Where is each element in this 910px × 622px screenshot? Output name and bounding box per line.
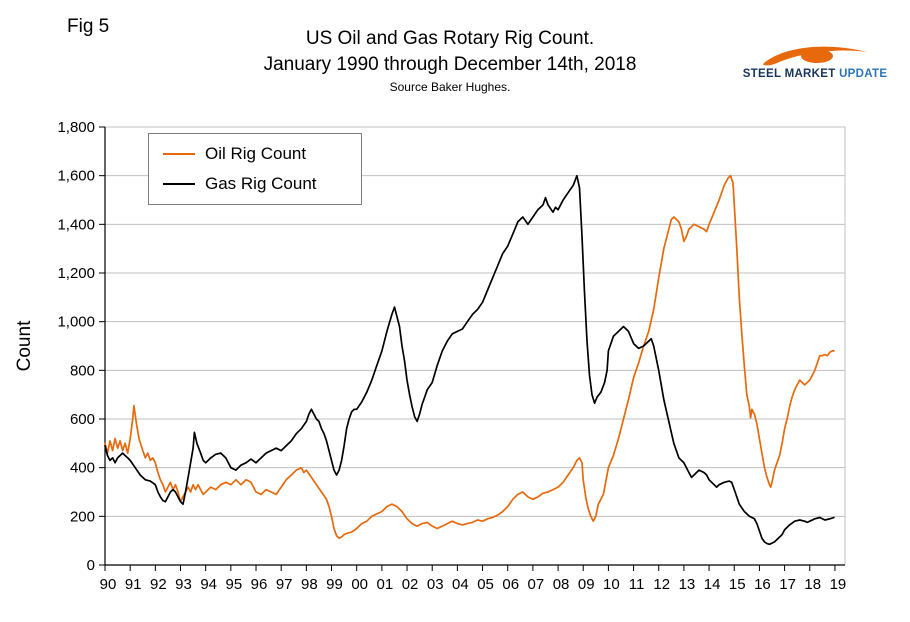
x-tick-label: 17 [779, 576, 796, 593]
x-tick-label: 93 [175, 576, 192, 593]
logo-swoosh-icon [763, 46, 867, 66]
x-tick-label: 16 [754, 576, 771, 593]
logo-text: STEEL MARKET UPDATE [740, 68, 890, 80]
x-tick-label: 94 [200, 576, 217, 593]
x-tick-label: 05 [477, 576, 494, 593]
x-tick-label: 03 [427, 576, 444, 593]
x-tick-label: 02 [402, 576, 419, 593]
x-tick-label: 14 [704, 576, 721, 593]
x-tick-label: 04 [452, 576, 469, 593]
x-tick-label: 01 [377, 576, 394, 593]
logo-word-steel: STEEL [742, 68, 782, 80]
y-tick-label: 1,800 [57, 119, 95, 136]
chart-title: US Oil and Gas Rotary Rig Count. [305, 28, 595, 49]
oil-rig-count-line [104, 174, 835, 540]
x-tick-label: 99 [326, 576, 343, 593]
y-tick-label: 800 [70, 362, 95, 379]
x-tick-label: 00 [351, 576, 368, 593]
y-tick-label: 0 [87, 557, 95, 574]
fig-label: Fig 5 [67, 16, 110, 37]
logo-word-market: MARKET [784, 68, 836, 80]
x-tick-label: 13 [679, 576, 696, 593]
gas-rig-count-line [104, 174, 835, 546]
y-tick-label: 1,600 [57, 168, 95, 185]
legend-item-oil: Oil Rig Count [163, 144, 361, 164]
oil-line-sample [163, 153, 195, 155]
x-tick-label: 11 [629, 576, 645, 593]
x-tick-label: 09 [578, 576, 595, 593]
x-tick-label: 18 [804, 576, 821, 593]
x-tick-label: 97 [276, 576, 293, 593]
y-tick-label: 400 [70, 460, 95, 477]
chart-source: Source Baker Hughes. [389, 80, 511, 94]
y-tick-label: 1,000 [57, 314, 95, 331]
x-tick-label: 10 [603, 576, 620, 593]
x-tick-label: 92 [150, 576, 167, 593]
x-tick-label: 15 [729, 576, 746, 593]
gas-line-sample [163, 183, 195, 185]
logo-word-update: UPDATE [839, 68, 888, 80]
chart-header: US Oil and Gas Rotary Rig Count. January… [105, 28, 795, 94]
x-tick-label: 07 [528, 576, 545, 593]
x-tick-label: 90 [100, 576, 117, 593]
x-tick-label: 06 [502, 576, 519, 593]
y-tick-label: 1,400 [57, 216, 95, 233]
legend-item-gas: Gas Rig Count [163, 174, 361, 194]
steel-market-update-logo: STEEL MARKET UPDATE [740, 44, 890, 80]
y-tick-label: 1,200 [57, 265, 95, 282]
x-tick-label: 19 [830, 576, 847, 593]
legend-label-gas: Gas Rig Count [205, 174, 317, 193]
x-tick-label: 08 [553, 576, 570, 593]
x-tick-label: 12 [653, 576, 670, 593]
legend: Oil Rig Count Gas Rig Count [148, 133, 362, 205]
y-tick-label: 200 [70, 508, 95, 525]
chart-subtitle: January 1990 through December 14th, 2018 [263, 54, 637, 75]
x-tick-label: 91 [125, 576, 142, 593]
legend-label-oil: Oil Rig Count [205, 144, 307, 163]
y-tick-label: 600 [70, 411, 95, 428]
x-tick-label: 96 [251, 576, 268, 593]
x-tick-label: 95 [226, 576, 243, 593]
x-tick-label: 98 [301, 576, 318, 593]
